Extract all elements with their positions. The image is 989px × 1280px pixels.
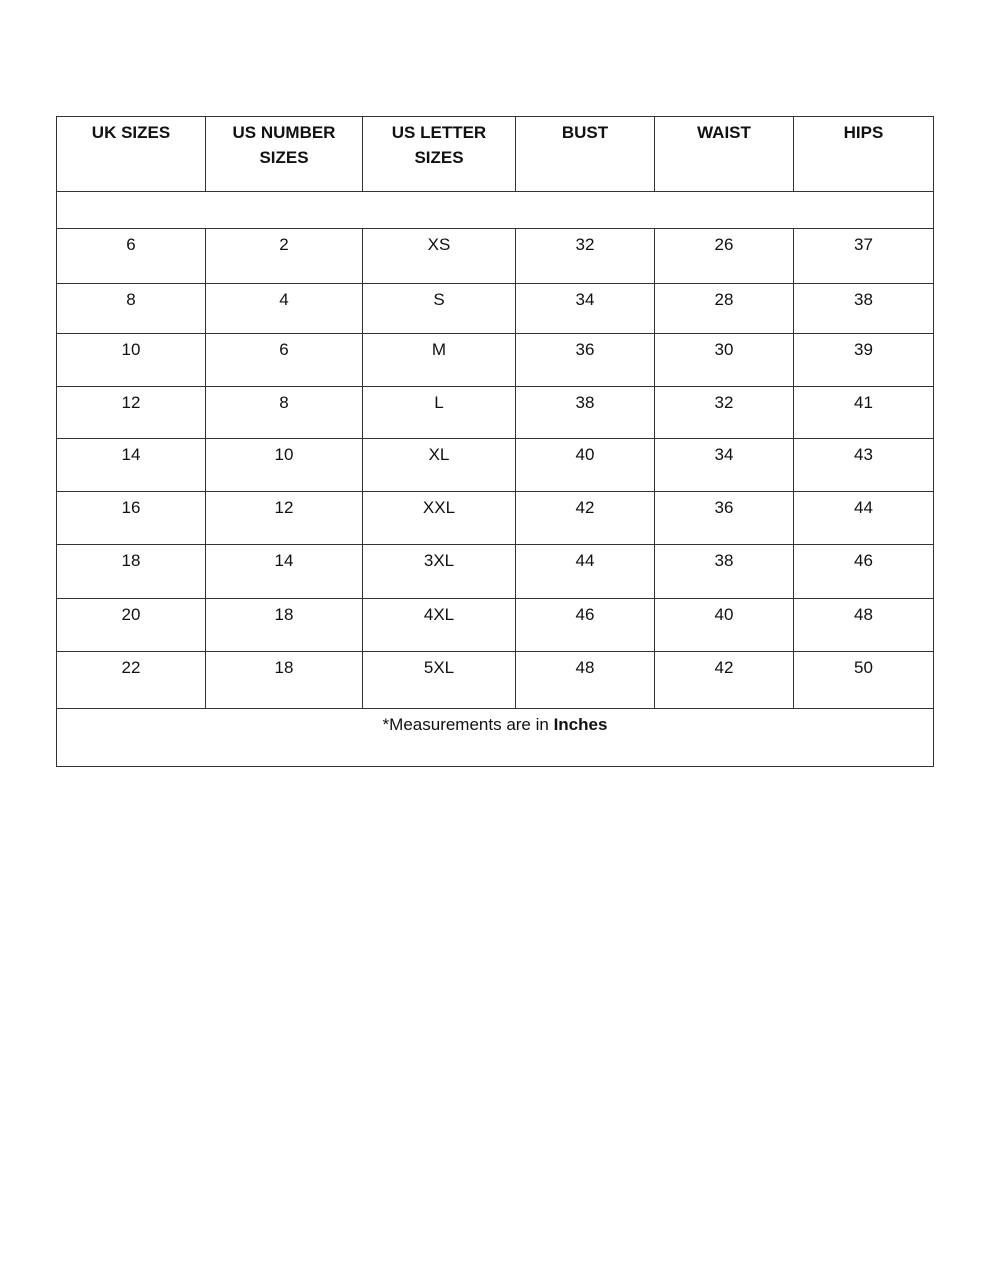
table-cell: 48 <box>793 598 934 652</box>
table-cell: 32 <box>654 386 794 439</box>
table-cell: 32 <box>515 228 655 284</box>
column-header: US LETTER SIZES <box>362 116 516 192</box>
empty-cell <box>56 191 934 229</box>
table-cell: 6 <box>205 333 363 387</box>
table-cell: 44 <box>515 544 655 599</box>
table-cell: 28 <box>654 283 794 334</box>
table-cell: 12 <box>205 491 363 545</box>
table-cell: 44 <box>793 491 934 545</box>
table-cell: 6 <box>56 228 206 284</box>
table-cell: 39 <box>793 333 934 387</box>
table-cell: 43 <box>793 438 934 492</box>
table-row: 14 10 XL 40 34 43 <box>56 438 934 492</box>
table-cell: 4XL <box>362 598 516 652</box>
table-cell: 42 <box>654 651 794 709</box>
table-cell: 20 <box>56 598 206 652</box>
table-cell: 34 <box>515 283 655 334</box>
table-cell: S <box>362 283 516 334</box>
table-cell: 42 <box>515 491 655 545</box>
measurement-note: *Measurements are in Inches <box>56 708 934 767</box>
table-cell: 30 <box>654 333 794 387</box>
table-row: 20 18 4XL 46 40 48 <box>56 598 934 652</box>
table-cell: 5XL <box>362 651 516 709</box>
table-cell: 41 <box>793 386 934 439</box>
column-header: UK SIZES <box>56 116 206 192</box>
table-cell: 38 <box>515 386 655 439</box>
table-cell: XXL <box>362 491 516 545</box>
table-cell: 46 <box>515 598 655 652</box>
table-cell: M <box>362 333 516 387</box>
table-cell: 26 <box>654 228 794 284</box>
table-cell: 14 <box>56 438 206 492</box>
table-cell: 18 <box>56 544 206 599</box>
table-cell: 12 <box>56 386 206 439</box>
table-cell: 50 <box>793 651 934 709</box>
table-cell: 18 <box>205 598 363 652</box>
note-unit: Inches <box>553 715 608 734</box>
table-cell: 34 <box>654 438 794 492</box>
table-cell: 36 <box>654 491 794 545</box>
size-chart-table: UK SIZES US NUMBER SIZES US LETTER SIZES BUST… <box>56 116 934 767</box>
table-cell: 40 <box>654 598 794 652</box>
note-text: *Measurements are in <box>382 715 554 734</box>
table-cell: 8 <box>205 386 363 439</box>
table-cell: 38 <box>793 283 934 334</box>
header-row: UK SIZES US NUMBER SIZES US LETTER SIZES BUST… <box>56 116 934 192</box>
table-cell: 8 <box>56 283 206 334</box>
table-cell: 10 <box>56 333 206 387</box>
column-header: WAIST <box>654 116 794 192</box>
table-cell: 38 <box>654 544 794 599</box>
table-cell: XS <box>362 228 516 284</box>
column-header: US NUMBER SIZES <box>205 116 363 192</box>
table-cell: 14 <box>205 544 363 599</box>
table-cell: 46 <box>793 544 934 599</box>
column-header: HIPS <box>793 116 934 192</box>
table-cell: 36 <box>515 333 655 387</box>
table-cell: 40 <box>515 438 655 492</box>
table-cell: 3XL <box>362 544 516 599</box>
table-cell: 22 <box>56 651 206 709</box>
table-cell: 37 <box>793 228 934 284</box>
table-cell: 2 <box>205 228 363 284</box>
table-row: 22 18 5XL 48 42 50 <box>56 651 934 709</box>
table-row: 10 6 M 36 30 39 <box>56 333 934 387</box>
table-row: 16 12 XXL 42 36 44 <box>56 491 934 545</box>
table-cell: 48 <box>515 651 655 709</box>
spacer-row <box>56 191 934 229</box>
table-row: 12 8 L 38 32 41 <box>56 386 934 439</box>
table-cell: 10 <box>205 438 363 492</box>
table-cell: 4 <box>205 283 363 334</box>
table-row: 18 14 3XL 44 38 46 <box>56 544 934 599</box>
table-cell: 18 <box>205 651 363 709</box>
table-cell: L <box>362 386 516 439</box>
table-row: 8 4 S 34 28 38 <box>56 283 934 334</box>
note-row: *Measurements are in Inches <box>56 708 934 767</box>
table-cell: 16 <box>56 491 206 545</box>
column-header: BUST <box>515 116 655 192</box>
table-row: 6 2 XS 32 26 37 <box>56 228 934 284</box>
table-cell: XL <box>362 438 516 492</box>
